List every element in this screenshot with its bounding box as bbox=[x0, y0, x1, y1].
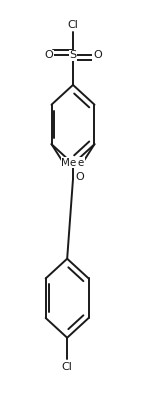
Text: S: S bbox=[69, 50, 77, 60]
Text: O: O bbox=[44, 50, 53, 60]
Text: Me: Me bbox=[61, 158, 77, 168]
Text: O: O bbox=[93, 50, 102, 60]
Text: Cl: Cl bbox=[62, 361, 73, 372]
Text: O: O bbox=[76, 172, 84, 182]
Text: Me: Me bbox=[69, 158, 85, 168]
Text: Cl: Cl bbox=[68, 20, 78, 30]
